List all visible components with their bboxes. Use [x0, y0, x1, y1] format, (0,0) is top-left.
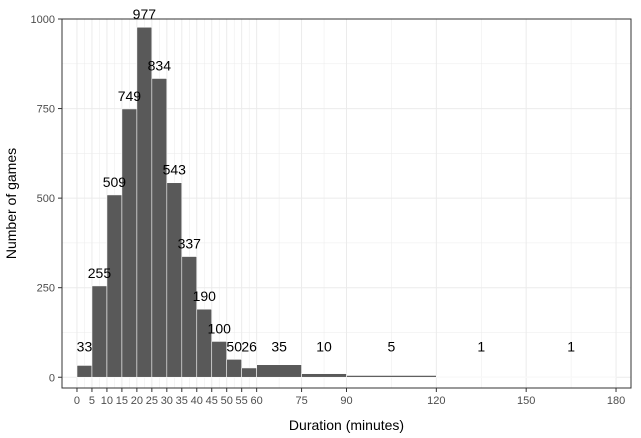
bar-count-label: 1: [477, 338, 485, 354]
histogram-bar: [211, 341, 228, 378]
x-tick-label: 50: [221, 395, 233, 407]
x-axis-title: Duration (minutes): [289, 417, 404, 433]
bar-count-label: 1: [567, 338, 575, 354]
bar-count-label: 543: [163, 162, 187, 178]
bar-count-label: 977: [133, 6, 157, 22]
x-tick-label: 35: [176, 395, 188, 407]
bar-count-label: 10: [316, 338, 332, 354]
x-tick-label: 55: [236, 395, 248, 407]
y-axis-title: Number of games: [3, 148, 19, 259]
y-tick-label: 1000: [31, 14, 55, 26]
y-axis: 0 250 500 750 1000: [31, 14, 62, 384]
y-tick-label: 750: [37, 104, 55, 116]
histogram-bar: [166, 182, 183, 378]
histogram-bar: [226, 359, 242, 378]
data-labels: 33 255 509 749 977 834 543 337 190 100 50 26 35 10 5 1 1: [77, 6, 576, 354]
y-tick-label: 500: [37, 193, 55, 205]
histogram-bar: [106, 194, 123, 378]
x-tick-label: 60: [251, 395, 263, 407]
bar-count-label: 33: [77, 338, 93, 354]
histogram-bar: [121, 108, 138, 378]
bar-count-label: 26: [241, 338, 257, 354]
histogram-bar: [196, 308, 213, 378]
x-tick-label: 90: [340, 395, 352, 407]
x-tick-label: 10: [101, 395, 113, 407]
x-tick-label: 20: [131, 395, 143, 407]
x-axis: 0 5 10 15 20 25 30 35 40 45 50 55 60 75 90 120 150 180: [74, 388, 625, 407]
y-tick-label: 250: [37, 283, 55, 295]
histogram-bar: [151, 78, 168, 378]
histogram-bar: [346, 375, 437, 378]
bar-count-label: 100: [208, 320, 232, 336]
bar-count-label: 255: [88, 265, 112, 281]
bar-count-label: 834: [148, 57, 172, 73]
x-tick-label: 25: [146, 395, 158, 407]
histogram-bar: [256, 364, 302, 378]
x-tick-label: 5: [89, 395, 95, 407]
x-tick-label: 45: [206, 395, 218, 407]
y-tick-label: 0: [49, 372, 55, 384]
histogram-bar: [76, 365, 93, 378]
x-tick-label: 40: [191, 395, 203, 407]
histogram-bar: [241, 367, 257, 378]
bar-count-label: 5: [388, 338, 396, 354]
histogram-bar: [136, 26, 153, 378]
x-tick-label: 15: [116, 395, 128, 407]
x-tick-label: 0: [74, 395, 80, 407]
histogram-bar: [91, 285, 108, 378]
bar-count-label: 190: [193, 288, 217, 304]
x-tick-label: 180: [607, 395, 625, 407]
bars: [76, 26, 617, 378]
bar-count-label: 337: [178, 236, 202, 252]
histogram-bar: [301, 373, 347, 378]
bar-count-label: 749: [118, 88, 142, 104]
x-tick-label: 150: [517, 395, 535, 407]
x-tick-label: 120: [427, 395, 445, 407]
histogram-bar: [181, 256, 198, 378]
x-tick-label: 30: [161, 395, 173, 407]
x-tick-label: 75: [295, 395, 307, 407]
bar-count-label: 509: [103, 174, 127, 190]
bar-count-label: 35: [271, 338, 287, 354]
bar-count-label: 50: [226, 338, 242, 354]
